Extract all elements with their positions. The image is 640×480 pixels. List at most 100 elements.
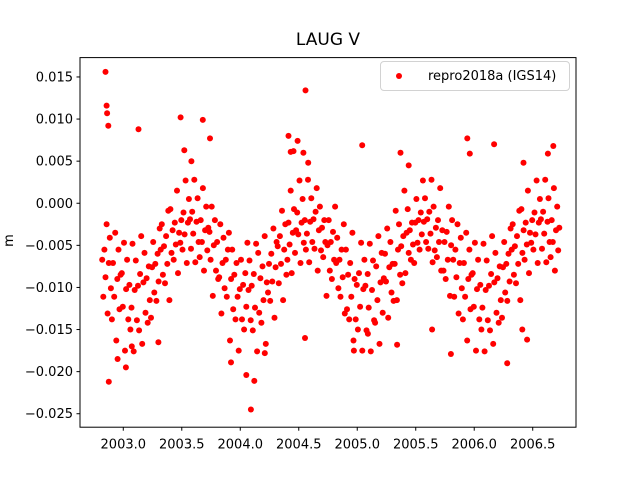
- scatter-point: [257, 275, 264, 282]
- scatter-point: [550, 185, 557, 192]
- scatter-point: [437, 185, 444, 192]
- scatter-point: [513, 280, 519, 287]
- scatter-point: [142, 309, 149, 316]
- scatter-point: [396, 221, 402, 228]
- scatter-point: [464, 337, 471, 344]
- scatter-point: [316, 203, 323, 210]
- scatter-point: [318, 247, 324, 254]
- scatter-point: [367, 348, 374, 355]
- scatter-point: [253, 240, 260, 247]
- scatter-point: [502, 289, 509, 296]
- scatter-point: [217, 221, 224, 228]
- scatter-point: [207, 256, 214, 263]
- legend: repro2018a (IGS14): [380, 61, 570, 91]
- scatter-point: [416, 246, 423, 253]
- scatter-point: [138, 233, 145, 240]
- scatter-point: [121, 239, 127, 246]
- scatter-point: [113, 337, 120, 344]
- scatter-point: [334, 234, 341, 241]
- scatter-point: [114, 276, 121, 282]
- scatter-point: [119, 303, 126, 310]
- scatter-point: [509, 221, 516, 228]
- scatter-point: [144, 319, 151, 326]
- scatter-point: [517, 297, 524, 304]
- scatter-point: [260, 297, 267, 304]
- scatter-point: [332, 203, 339, 210]
- scatter-point: [499, 314, 505, 321]
- scatter-point: [449, 217, 456, 224]
- scatter-point: [328, 276, 335, 282]
- scatter-point: [128, 304, 135, 311]
- scatter-point: [414, 239, 421, 246]
- scatter-point: [196, 254, 203, 261]
- scatter-point: [229, 246, 236, 253]
- scatter-point: [311, 245, 318, 252]
- scatter-point: [163, 233, 170, 240]
- scatter-point: [118, 270, 125, 277]
- scatter-point: [443, 228, 450, 235]
- scatter-point: [323, 292, 330, 299]
- scatter-point: [479, 304, 486, 311]
- scatter-point: [556, 224, 563, 231]
- scatter-point: [475, 256, 482, 263]
- scatter-point: [300, 239, 307, 246]
- scatter-point: [245, 287, 252, 293]
- scatter-point: [189, 208, 196, 215]
- scatter-point: [321, 217, 328, 224]
- scatter-point: [130, 348, 137, 355]
- scatter-point: [359, 347, 366, 354]
- scatter-point: [294, 137, 301, 144]
- scatter-point: [284, 256, 291, 263]
- scatter-point: [348, 293, 355, 300]
- scatter-point: [102, 274, 109, 281]
- axes-frame: [79, 57, 577, 428]
- scatter-point: [542, 176, 549, 183]
- scatter-point: [239, 316, 245, 323]
- scatter-point: [375, 233, 382, 240]
- scatter-point: [102, 68, 109, 75]
- scatter-point: [350, 337, 357, 344]
- y-tick-label: −0.005: [25, 239, 73, 254]
- scatter-point: [436, 239, 442, 245]
- scatter-point: [141, 249, 148, 256]
- scatter-point: [99, 256, 106, 263]
- scatter-point: [357, 303, 364, 310]
- scatter-point: [131, 287, 138, 293]
- y-tick-label: −0.020: [25, 365, 73, 380]
- scatter-point: [207, 135, 213, 142]
- scatter-point: [122, 347, 128, 354]
- scatter-point: [221, 285, 228, 292]
- scatter-point: [272, 264, 279, 271]
- scatter-point: [385, 314, 392, 321]
- scatter-point: [294, 209, 301, 216]
- scatter-point: [433, 254, 440, 261]
- scatter-point: [146, 297, 153, 304]
- scatter-point: [241, 326, 248, 333]
- scatter-point: [441, 239, 448, 245]
- scatter-point: [474, 286, 480, 293]
- scatter-point: [169, 227, 176, 234]
- scatter-point: [236, 286, 243, 293]
- scatter-point: [112, 229, 119, 236]
- scatter-point: [271, 314, 278, 321]
- scatter-point: [361, 256, 368, 263]
- scatter-point: [137, 271, 144, 277]
- x-tick-label: 2005.0: [334, 438, 380, 453]
- scatter-point: [305, 159, 312, 166]
- scatter-point: [466, 150, 473, 157]
- scatter-point: [534, 260, 541, 266]
- scatter-point: [460, 260, 467, 266]
- scatter-point: [133, 317, 140, 324]
- scatter-point: [224, 246, 231, 253]
- scatter-point: [148, 314, 154, 321]
- scatter-point: [297, 260, 304, 266]
- scatter-point: [223, 293, 230, 300]
- scatter-point: [417, 209, 424, 216]
- scatter-point: [549, 239, 556, 245]
- scatter-point: [429, 259, 436, 266]
- scatter-point: [295, 231, 302, 238]
- x-tick-label: 2003.0: [101, 438, 147, 453]
- legend-label: repro2018a (IGS14): [428, 68, 557, 84]
- scatter-point: [539, 245, 545, 252]
